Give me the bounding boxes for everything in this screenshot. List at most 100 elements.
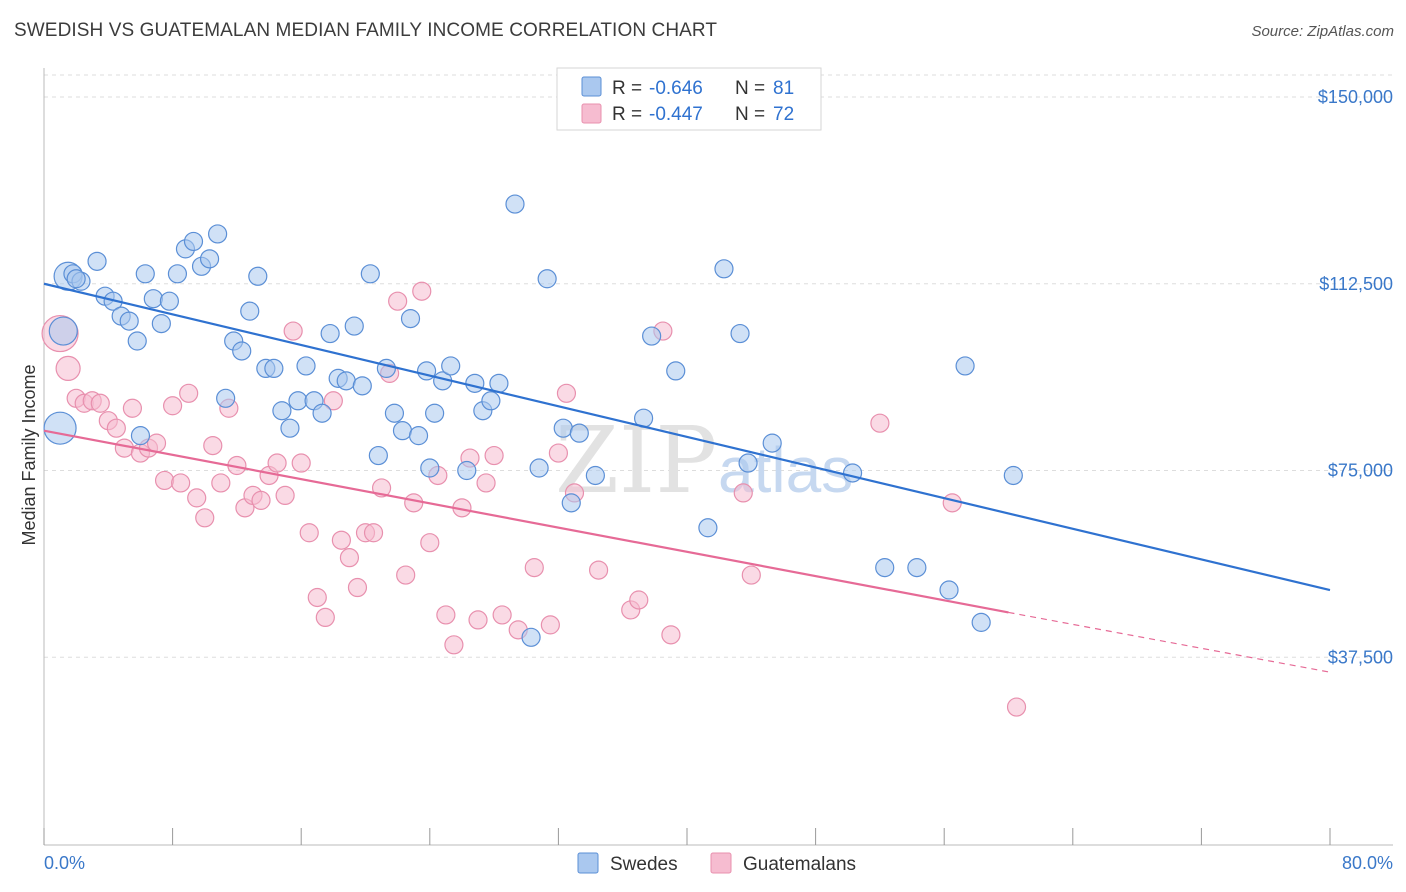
x-tick-max: 80.0% <box>1342 853 1393 873</box>
swedes-point <box>569 423 589 443</box>
swedes-n-value: 81 <box>773 78 794 99</box>
guatemalans-point <box>55 355 81 382</box>
swedes-point <box>842 463 863 483</box>
guatemalans-point <box>171 473 191 493</box>
guatemalans-point <box>444 635 464 655</box>
guatemalans-point <box>556 383 577 403</box>
guatemalans-point <box>524 558 544 578</box>
swedes-point <box>561 493 581 513</box>
swedes-point <box>280 418 300 438</box>
guatemalans-point <box>870 413 890 433</box>
swedes-point <box>66 269 86 289</box>
guatemalans-point <box>412 281 432 301</box>
y-tick-labels: $37,500 $75,000 $112,500 $150,000 <box>1318 87 1393 667</box>
guatemalans-point <box>436 605 456 625</box>
swedes-point <box>130 426 151 446</box>
swedes-point <box>955 356 975 376</box>
y-axis-title: Median Family Income <box>19 364 39 545</box>
guatemalans-point <box>283 321 303 341</box>
guatemalans-point <box>106 418 126 438</box>
guatemalans-point <box>661 625 681 645</box>
guatemalans-point <box>291 453 311 473</box>
swedes-point <box>119 311 139 331</box>
guatemalans-r-value: -0.447 <box>649 104 703 125</box>
series-legend: Swedes Guatemalans <box>577 852 856 875</box>
swedes-point <box>288 391 308 411</box>
swedes-r-value: -0.646 <box>649 78 703 99</box>
guatemalans-trend-line <box>43 429 1009 614</box>
swedes-point <box>183 231 204 252</box>
swedes-point <box>457 460 477 481</box>
guatemalans-point <box>396 565 416 585</box>
swedes-point <box>352 376 372 396</box>
swedes-point <box>971 612 991 632</box>
guatemalans-point <box>548 443 569 463</box>
swedes-point <box>240 301 260 321</box>
guatemalans-point <box>629 590 649 610</box>
swedes-point <box>537 269 557 289</box>
guatemalans-point <box>203 436 223 456</box>
guatemalans-point <box>251 490 271 510</box>
swedes-point <box>425 403 445 423</box>
swedes-point <box>481 391 501 411</box>
swedes-point <box>264 358 284 379</box>
stats-legend: R = -0.646 N = 81 R = -0.447 N = 72 <box>556 67 822 131</box>
swedes-points <box>43 194 1023 647</box>
guatemalans-point <box>420 533 440 553</box>
swedes-point <box>159 291 179 311</box>
guatemalans-point <box>146 433 167 453</box>
guatemalans-point <box>275 485 295 505</box>
guatemalans-n-value: 72 <box>773 104 794 125</box>
swedes-point <box>714 259 734 279</box>
swedes-point <box>408 426 429 446</box>
swedes-point <box>738 453 758 473</box>
swedes-point <box>87 251 107 271</box>
swedes-trend-line <box>43 282 1331 592</box>
guatemalans-point <box>388 291 408 311</box>
swedes-point <box>505 194 525 214</box>
swedes-point <box>465 373 485 393</box>
swedes-n-label: N = <box>735 78 765 99</box>
guatemalans-point <box>187 488 207 508</box>
swedes-point <box>135 264 155 284</box>
swedes-point <box>698 518 718 538</box>
swedes-point <box>272 401 292 421</box>
guatemalans-point <box>331 530 351 550</box>
guatemalans-point <box>540 615 560 635</box>
swedes-point <box>336 371 356 391</box>
swedes-point <box>232 341 252 361</box>
trend-lines <box>43 282 1331 673</box>
swedes-point <box>199 249 220 269</box>
swedes-swatch-icon <box>581 76 602 97</box>
swedes-r-label: R = <box>612 78 642 99</box>
guatemalans-point <box>154 470 175 491</box>
guatemalans-point <box>1006 697 1027 717</box>
guatemalans-point <box>163 396 183 416</box>
swedes-point <box>167 264 188 284</box>
guatemalans-point <box>733 483 753 503</box>
y-tick-label: $150,000 <box>1318 87 1393 107</box>
legend-guatemalans-label: Guatemalans <box>743 854 856 875</box>
guatemalans-point <box>211 473 231 493</box>
swedes-point <box>400 309 421 329</box>
guatemalans-point <box>404 493 424 513</box>
swedes-point <box>208 224 228 244</box>
guatemalans-point <box>741 565 761 585</box>
x-tick-min: 0.0% <box>44 853 85 873</box>
swedes-point <box>360 264 380 284</box>
swedes-point <box>312 403 332 423</box>
guatemalans-point <box>195 508 215 528</box>
guatemalans-point <box>476 473 496 493</box>
guatemalans-point <box>339 548 360 568</box>
source-label: Source: ZipAtlas.com <box>1251 23 1394 40</box>
guatemalans-point <box>179 383 199 403</box>
guatemalans-point <box>90 393 110 413</box>
guatemalans-point <box>323 391 343 411</box>
guatemalans-point <box>468 610 488 630</box>
guatemalans-points <box>41 281 1027 717</box>
swedes-point <box>1003 465 1023 486</box>
guatemalans-point <box>315 607 335 628</box>
swedes-point <box>151 313 171 334</box>
guatemalans-n-label: N = <box>735 104 765 125</box>
